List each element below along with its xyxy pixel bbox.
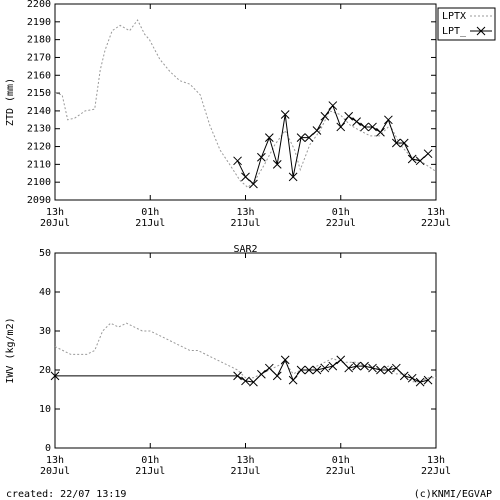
marker <box>360 361 369 371</box>
y-tick-label: 2200 <box>27 0 51 10</box>
marker <box>368 363 377 373</box>
legend-marker <box>476 26 486 36</box>
marker <box>272 160 282 169</box>
y-tick-label: 2110 <box>27 159 51 170</box>
marker <box>241 376 250 386</box>
y-tick-label: 2160 <box>27 70 51 81</box>
x-tick-label: 01h 22Jul <box>325 207 356 229</box>
marker <box>336 355 346 365</box>
marker <box>257 152 266 162</box>
y-tick-label: 2100 <box>27 177 51 188</box>
marker <box>249 377 258 387</box>
footer-created: created: 22/07 13:19 <box>6 489 126 500</box>
marker <box>288 375 298 385</box>
y-tick-label: 10 <box>39 404 51 415</box>
marker <box>241 172 250 182</box>
marker <box>296 365 306 375</box>
series-line <box>237 104 429 185</box>
marker <box>280 355 290 365</box>
marker <box>312 126 322 135</box>
marker <box>423 149 433 159</box>
marker <box>391 363 401 373</box>
marker <box>249 179 258 189</box>
marker <box>296 133 306 142</box>
marker <box>280 110 290 119</box>
marker <box>312 365 322 375</box>
y-tick-label: 2150 <box>27 88 51 99</box>
x-tick-label: 13h 22Jul <box>420 455 452 477</box>
y-tick-label: 2190 <box>27 17 51 28</box>
y-tick-label: 50 <box>39 248 51 259</box>
x-tick-label: 13h 22Jul <box>420 207 452 229</box>
marker <box>384 115 393 125</box>
y-tick-label: 2140 <box>27 106 51 117</box>
marker <box>344 363 354 373</box>
marker <box>407 373 417 383</box>
x-tick-label: 13h 20Jul <box>39 455 71 477</box>
y-tick-label: 2130 <box>27 124 51 135</box>
y-tick-label: 2170 <box>27 52 51 63</box>
marker <box>272 371 282 381</box>
marker <box>336 122 346 132</box>
y-tick-label: 0 <box>45 443 51 454</box>
marker <box>399 138 409 148</box>
plot-frame <box>54 3 437 201</box>
y-tick-label: 30 <box>39 326 51 337</box>
marker <box>415 377 425 387</box>
marker <box>352 361 361 371</box>
marker <box>233 371 242 381</box>
x-tick-label: 13h 21Jul <box>230 207 261 229</box>
series-line <box>54 322 436 383</box>
marker <box>233 156 242 166</box>
x-tick-label: 13h 21Jul <box>230 455 261 477</box>
marker <box>391 138 401 148</box>
marker <box>328 101 338 110</box>
marker <box>304 365 314 375</box>
marker <box>344 111 354 121</box>
x-tick-label: 01h 21Jul <box>135 207 166 229</box>
plot-frame <box>54 252 437 449</box>
marker <box>320 363 330 373</box>
marker <box>368 122 377 132</box>
y-axis-label: ZTD (mm) <box>5 78 16 126</box>
marker <box>264 133 274 142</box>
y-tick-label: 40 <box>39 287 51 298</box>
y-tick-label: 2180 <box>27 35 51 46</box>
series-line <box>55 358 429 383</box>
y-tick-label: 20 <box>39 365 51 376</box>
x-tick-label: 13h 20Jul <box>39 207 71 229</box>
series-line <box>54 19 437 189</box>
marker <box>399 371 409 381</box>
marker <box>320 111 330 121</box>
footer-credit: (c)KNMI/EGVAP <box>414 489 492 500</box>
marker <box>407 154 417 164</box>
legend-box <box>437 7 496 41</box>
marker <box>376 365 385 375</box>
legend-label: LPT_ <box>442 26 467 37</box>
marker <box>304 133 314 142</box>
x-tick-label: 01h 22Jul <box>325 455 356 477</box>
marker <box>50 371 60 381</box>
chart-title: SAR2 <box>233 244 257 255</box>
marker <box>352 117 361 126</box>
marker <box>384 365 393 375</box>
y-axis-label: IWV (kg/m2) <box>5 317 16 383</box>
marker <box>360 122 369 132</box>
marker <box>423 375 433 385</box>
x-tick-label: 01h 21Jul <box>135 455 166 477</box>
y-tick-label: 2090 <box>27 195 51 206</box>
marker <box>415 156 425 166</box>
y-tick-label: 2120 <box>27 142 51 153</box>
marker <box>376 127 385 137</box>
legend-label: LPTX <box>442 11 466 22</box>
marker <box>328 361 338 371</box>
marker <box>264 363 274 373</box>
marker <box>288 172 298 182</box>
marker <box>257 369 266 379</box>
